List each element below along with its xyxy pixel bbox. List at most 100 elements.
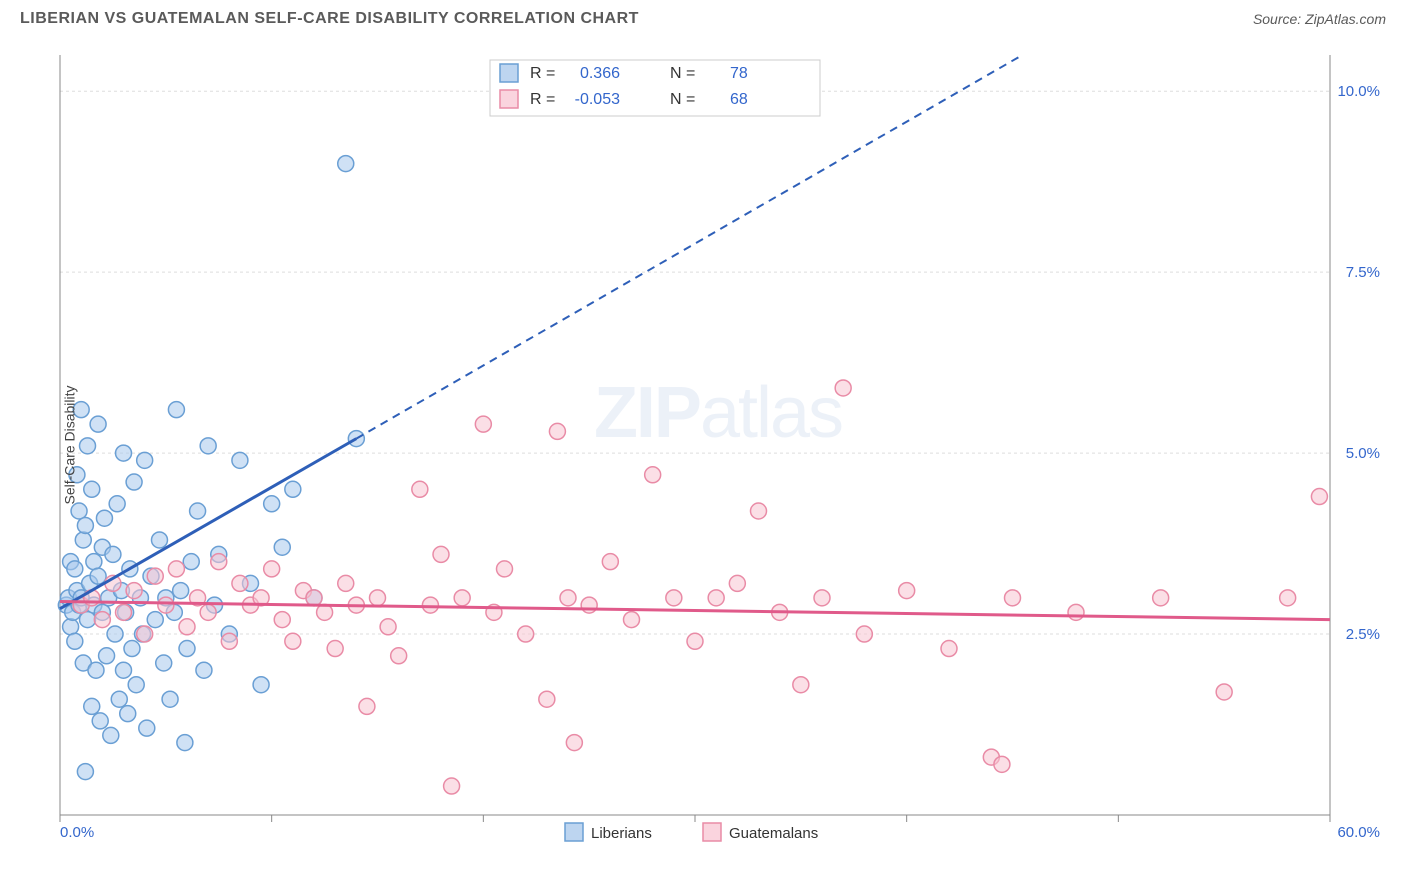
data-point [80,438,96,454]
data-point [80,612,96,628]
data-point [1068,604,1084,620]
data-point [338,575,354,591]
data-point [1153,590,1169,606]
data-point [96,510,112,526]
source-attribution: Source: ZipAtlas.com [1253,11,1386,27]
data-point [232,575,248,591]
legend-swatch [500,90,518,108]
data-point [88,662,104,678]
data-point [751,503,767,519]
legend-n-value: 68 [730,91,748,108]
data-point [285,633,301,649]
data-point [103,727,119,743]
data-point [1216,684,1232,700]
data-point [285,481,301,497]
data-point [433,546,449,562]
data-point [200,438,216,454]
data-point [560,590,576,606]
data-point [1311,489,1327,505]
data-point [539,691,555,707]
data-point [835,380,851,396]
data-point [549,423,565,439]
data-point [77,517,93,533]
data-point [899,583,915,599]
data-point [793,677,809,693]
data-point [111,691,127,707]
y-axis-label: Self-Care Disability [62,385,78,504]
data-point [422,597,438,613]
data-point [412,481,428,497]
data-point [120,706,136,722]
data-point [994,756,1010,772]
data-point [86,554,102,570]
y-tick-label: 5.0% [1346,445,1380,462]
legend-n-label: N = [670,91,695,108]
x-min-label: 0.0% [60,824,94,841]
y-tick-label: 2.5% [1346,626,1380,643]
data-point [179,641,195,657]
data-point [264,496,280,512]
data-point [581,597,597,613]
data-point [518,626,534,642]
data-point [90,416,106,432]
data-point [232,452,248,468]
data-point [84,698,100,714]
data-point [380,619,396,635]
data-point [1005,590,1021,606]
x-max-label: 60.0% [1337,824,1380,841]
data-point [67,561,83,577]
data-point [454,590,470,606]
data-point [497,561,513,577]
chart-header: LIBERIAN VS GUATEMALAN SELF-CARE DISABIL… [0,0,1406,33]
legend-swatch [565,823,583,841]
data-point [126,583,142,599]
data-point [151,532,167,548]
data-point [687,633,703,649]
data-point [116,445,132,461]
chart-title: LIBERIAN VS GUATEMALAN SELF-CARE DISABIL… [20,10,639,28]
data-point [264,561,280,577]
data-point [211,554,227,570]
data-point [116,662,132,678]
data-point [168,561,184,577]
data-point [99,648,115,664]
data-point [75,532,91,548]
data-point [179,619,195,635]
data-point [71,503,87,519]
y-tick-label: 7.5% [1346,264,1380,281]
data-point [137,626,153,642]
data-point [566,735,582,751]
legend-r-label: R = [530,65,555,82]
data-point [856,626,872,642]
series-legend: LiberiansGuatemalans [565,823,818,842]
legend-r-label: R = [530,91,555,108]
data-point [90,568,106,584]
data-point [105,546,121,562]
data-point [475,416,491,432]
data-point [94,612,110,628]
legend-swatch [500,64,518,82]
legend-n-value: 78 [730,65,748,82]
data-point [444,778,460,794]
data-point [177,735,193,751]
data-point [84,481,100,497]
data-point [941,641,957,657]
data-point [77,764,93,780]
data-point [107,626,123,642]
data-point [370,590,386,606]
data-point [173,583,189,599]
data-point [708,590,724,606]
data-point [602,554,618,570]
data-point [67,633,83,649]
legend-label: Guatemalans [729,825,818,842]
data-point [147,612,163,628]
data-point [168,402,184,418]
data-point [306,590,322,606]
data-point [190,503,206,519]
data-point [338,156,354,172]
data-point [124,641,140,657]
data-point [126,474,142,490]
data-point [359,698,375,714]
data-point [139,720,155,736]
data-point [158,597,174,613]
